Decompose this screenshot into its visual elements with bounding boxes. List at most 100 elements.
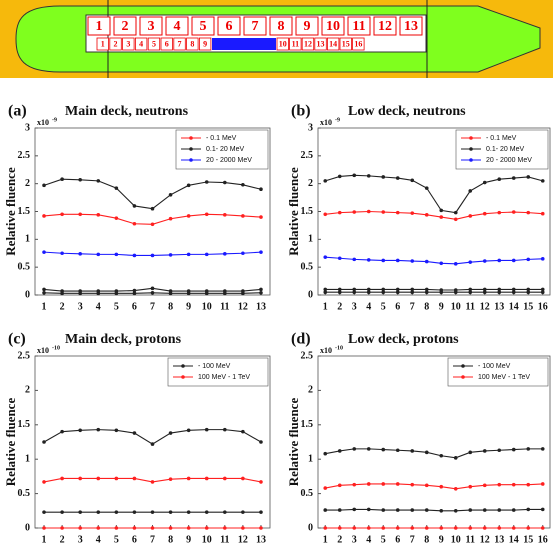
seat-label: 16 <box>354 39 362 48</box>
data-point <box>366 174 371 178</box>
x-tick-label: 10 <box>451 301 461 312</box>
data-point <box>337 526 342 530</box>
x-tick-label: 1 <box>42 534 47 545</box>
seat-label: 3 <box>148 19 155 34</box>
decks: 1 2 3 4 5 6 7 8 9 10 11 12 131 2 3 4 5 6 7 8 9 10 11 12 13 14 15 16 <box>87 16 423 51</box>
y-tick-label: 1.5 <box>301 419 314 430</box>
data-point <box>526 290 531 295</box>
data-point <box>259 480 263 484</box>
x-tick-label: 13 <box>494 534 504 545</box>
seat-box <box>96 37 109 51</box>
y-tick-label: 2.5 <box>301 350 314 361</box>
data-point <box>42 287 46 292</box>
data-point <box>132 526 137 530</box>
data-point <box>96 427 101 432</box>
data-point <box>352 482 357 487</box>
x-tick-label: 8 <box>424 301 429 312</box>
data-point <box>410 290 415 295</box>
seat-label: 13 <box>317 39 325 48</box>
data-point <box>511 287 516 292</box>
data-point <box>150 526 155 530</box>
data-point <box>352 257 357 262</box>
data-point <box>482 287 487 292</box>
data-point <box>540 526 545 530</box>
data-point <box>453 486 458 491</box>
data-point <box>468 508 473 512</box>
data-point <box>114 428 119 433</box>
data-point <box>168 431 173 435</box>
x-tick-label: 4 <box>366 534 371 545</box>
data-point <box>366 447 371 451</box>
x-tick-label: 13 <box>256 534 266 545</box>
data-point <box>410 449 415 453</box>
data-point <box>540 287 545 292</box>
data-point <box>540 447 545 451</box>
seat-label: 6 <box>226 19 233 34</box>
data-point <box>511 508 516 512</box>
data-point <box>114 291 119 296</box>
axis-exponent: -10 <box>335 345 343 351</box>
seat-box <box>191 16 215 36</box>
seat-label: 12 <box>304 39 312 48</box>
data-point <box>511 290 516 295</box>
data-point <box>42 480 46 484</box>
data-point <box>150 442 155 446</box>
legend-label: - 100 MeV <box>478 363 511 370</box>
data-point <box>497 448 502 453</box>
data-point <box>150 222 155 227</box>
seat-box <box>87 16 111 36</box>
data-point <box>482 483 487 488</box>
seat-label: 3 <box>126 39 130 48</box>
data-point <box>241 510 245 514</box>
data-point <box>352 447 357 451</box>
data-point <box>323 255 328 259</box>
y-tick-label: 0.5 <box>301 261 314 272</box>
axis-multiplier: x10 <box>320 118 332 127</box>
data-point <box>540 507 545 512</box>
axis-exponent: -9 <box>335 117 340 123</box>
data-point <box>186 252 191 257</box>
data-point <box>439 526 444 530</box>
y-axis-label: Relative fluence <box>286 398 301 487</box>
x-tick-label: 9 <box>186 534 191 545</box>
data-point <box>78 177 82 182</box>
seat-label: 7 <box>178 39 182 48</box>
y-tick-label: 1 <box>308 234 313 245</box>
data-point <box>78 291 82 296</box>
x-tick-label: 4 <box>96 301 101 312</box>
legend-label: 0.1- 20 MeV <box>206 146 244 153</box>
data-point <box>497 258 502 263</box>
x-tick-label: 5 <box>114 534 119 545</box>
data-point <box>540 482 545 486</box>
data-point <box>223 213 227 217</box>
data-point <box>468 287 473 292</box>
y-tick-label: 2 <box>25 385 30 396</box>
data-point <box>132 221 137 226</box>
data-point <box>204 476 209 481</box>
y-tick-label: 3 <box>25 122 30 133</box>
data-point <box>168 291 173 296</box>
data-point <box>132 510 137 514</box>
data-point <box>424 213 429 217</box>
seat-box <box>198 37 212 51</box>
data-point <box>223 252 227 256</box>
x-tick-label: 1 <box>42 301 47 312</box>
data-point <box>132 431 137 435</box>
data-point <box>482 290 487 295</box>
x-tick-label: 3 <box>78 301 83 312</box>
x-tick-label: 12 <box>238 534 248 545</box>
data-point <box>42 440 46 444</box>
data-point <box>366 209 371 214</box>
data-point <box>482 211 487 216</box>
data-point <box>482 180 487 185</box>
data-point <box>395 287 400 292</box>
legend <box>167 357 269 387</box>
data-point <box>366 526 371 530</box>
data-point <box>511 526 516 530</box>
data-point <box>96 510 101 514</box>
x-tick-label: 16 <box>538 534 548 545</box>
data-point <box>60 510 64 514</box>
data-point <box>453 262 458 266</box>
seat-box <box>399 16 423 36</box>
data-point <box>323 486 328 490</box>
